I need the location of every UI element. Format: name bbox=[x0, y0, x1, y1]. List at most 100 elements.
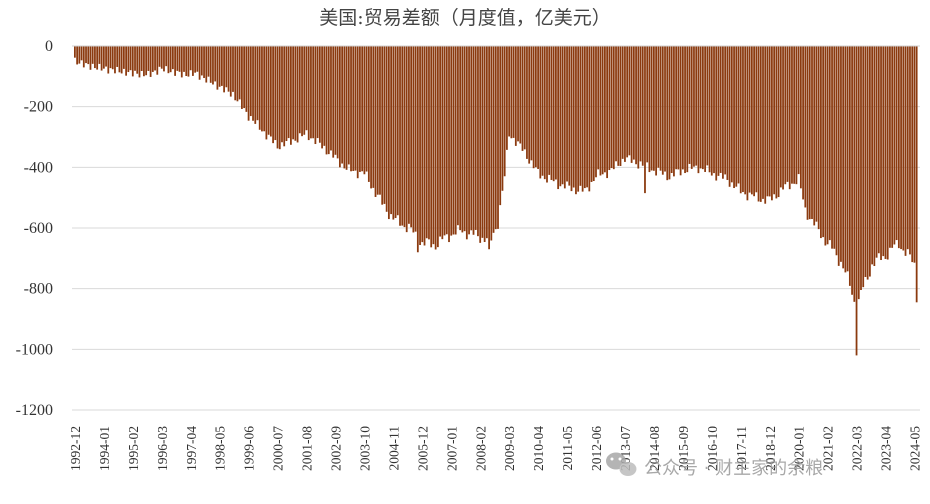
bar bbox=[347, 46, 350, 165]
bar bbox=[261, 46, 263, 132]
bar bbox=[795, 46, 798, 185]
bar bbox=[481, 46, 484, 238]
x-tick-label: 2022-03 bbox=[850, 426, 865, 471]
bar bbox=[644, 46, 646, 194]
wechat-icon bbox=[606, 452, 637, 476]
bar bbox=[367, 46, 370, 182]
bar bbox=[292, 46, 295, 140]
bar bbox=[537, 46, 539, 169]
bar bbox=[361, 46, 364, 172]
bar bbox=[151, 46, 154, 72]
y-tick-label: -800 bbox=[24, 281, 53, 298]
bar bbox=[445, 46, 448, 235]
bar bbox=[169, 46, 172, 73]
bar bbox=[775, 46, 778, 199]
bar bbox=[285, 46, 288, 142]
bar bbox=[192, 46, 194, 76]
bar bbox=[559, 46, 562, 187]
bar bbox=[290, 46, 292, 145]
bar bbox=[777, 46, 780, 198]
bar bbox=[140, 46, 143, 72]
bar bbox=[194, 46, 197, 73]
y-tick-label: 0 bbox=[45, 38, 53, 55]
bar bbox=[871, 46, 874, 265]
bar bbox=[274, 46, 277, 141]
bar bbox=[254, 46, 257, 124]
bar bbox=[650, 46, 653, 171]
bar bbox=[432, 46, 435, 245]
bar bbox=[232, 46, 234, 92]
bar bbox=[180, 46, 183, 78]
bar bbox=[283, 46, 286, 147]
bar bbox=[842, 46, 845, 269]
bar bbox=[278, 46, 281, 150]
bar bbox=[249, 46, 252, 117]
bar bbox=[205, 46, 208, 83]
bar bbox=[200, 46, 203, 76]
bar bbox=[483, 46, 486, 242]
bar bbox=[561, 46, 564, 185]
bar bbox=[122, 46, 125, 69]
bar bbox=[372, 46, 375, 188]
bar bbox=[755, 46, 758, 193]
bar bbox=[209, 46, 212, 83]
bar bbox=[550, 46, 553, 180]
bar bbox=[356, 46, 359, 179]
bar bbox=[131, 46, 134, 77]
bar bbox=[628, 46, 631, 156]
bar bbox=[171, 46, 174, 70]
x-tick-label: 2002-09 bbox=[329, 426, 344, 471]
bar bbox=[216, 46, 219, 90]
x-tick-label: 1999-06 bbox=[242, 426, 257, 471]
bar bbox=[853, 46, 856, 302]
x-tick-label: 2004-11 bbox=[386, 426, 401, 471]
bar bbox=[657, 46, 660, 168]
bar bbox=[822, 46, 825, 238]
bar bbox=[615, 46, 617, 162]
bar bbox=[911, 46, 914, 263]
bar bbox=[621, 46, 624, 159]
bar bbox=[116, 46, 119, 67]
bar bbox=[784, 46, 787, 185]
x-tick-label: 1992-12 bbox=[68, 426, 83, 471]
bar bbox=[316, 46, 319, 139]
bar bbox=[78, 46, 81, 64]
bar bbox=[641, 46, 644, 166]
bar bbox=[534, 46, 537, 168]
bar bbox=[359, 46, 361, 172]
bar bbox=[303, 46, 306, 135]
bar bbox=[677, 46, 680, 170]
bar bbox=[503, 46, 506, 177]
bar bbox=[846, 46, 849, 272]
bar bbox=[851, 46, 853, 295]
bar bbox=[114, 46, 116, 74]
bar bbox=[690, 46, 693, 169]
bar bbox=[343, 46, 346, 169]
bar bbox=[624, 46, 626, 162]
x-tick-label: 2021-02 bbox=[821, 426, 836, 471]
bar bbox=[626, 46, 629, 158]
bar bbox=[601, 46, 604, 175]
x-tick-label: 1997-04 bbox=[184, 426, 199, 471]
bar bbox=[864, 46, 867, 277]
bar bbox=[127, 46, 130, 73]
bar bbox=[134, 46, 136, 71]
bar bbox=[74, 46, 76, 58]
bar bbox=[519, 46, 522, 144]
bar bbox=[759, 46, 762, 202]
bar bbox=[835, 46, 838, 256]
bar bbox=[646, 46, 649, 163]
bar bbox=[824, 46, 827, 246]
bar bbox=[701, 46, 704, 170]
bar bbox=[298, 46, 301, 134]
bar bbox=[728, 46, 731, 187]
bar bbox=[111, 46, 114, 70]
bar bbox=[764, 46, 767, 204]
bar bbox=[463, 46, 466, 232]
x-tick-label: 2017-11 bbox=[734, 426, 749, 471]
y-tick-label: -400 bbox=[24, 159, 53, 176]
bar bbox=[902, 46, 905, 251]
bar bbox=[154, 46, 156, 71]
bar-series bbox=[74, 46, 918, 356]
bar bbox=[247, 46, 250, 121]
